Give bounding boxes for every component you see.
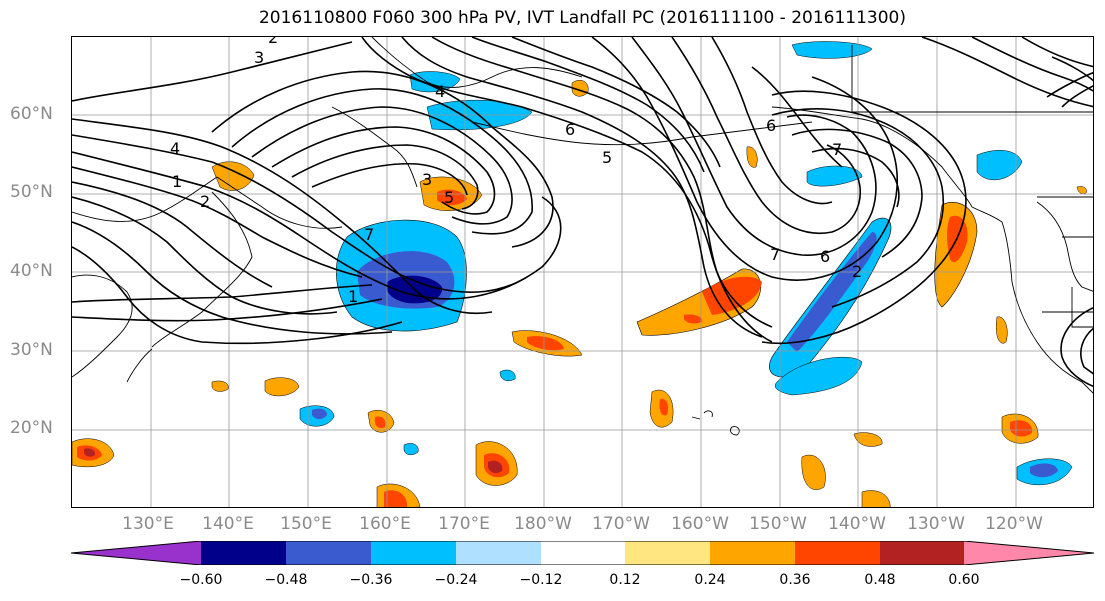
colorbar-segment <box>964 541 1094 565</box>
contour-label: 4 <box>170 139 180 158</box>
lon-label-130w: 130°W <box>907 514 965 534</box>
colorbar-segment <box>795 541 880 565</box>
contour-label: 7 <box>364 225 374 244</box>
lon-label-140e: 140°E <box>202 514 254 534</box>
colorbar-segment <box>710 541 795 565</box>
contour-label: 3 <box>254 48 264 67</box>
contour-label: 6 <box>820 247 830 266</box>
lon-label-130e: 130°E <box>122 514 174 534</box>
contour-label: 6 <box>766 116 776 135</box>
contour-label: 7 <box>770 245 780 264</box>
colorbar-segment <box>371 541 456 565</box>
lat-label-40n: 40°N <box>10 261 53 281</box>
colorbar-tick: −0.24 <box>434 572 478 588</box>
lon-label-180w: 180°W <box>514 514 572 534</box>
contour-label: 3 <box>422 170 432 189</box>
map-svg: 3 2 4 5 7 1 6 6 7 6 7 2 1 2 3 4 5 <box>72 37 1093 507</box>
lat-label-30n: 30°N <box>10 340 53 360</box>
pv-contours <box>72 37 1093 388</box>
contour-label: 2 <box>852 262 862 281</box>
colorbar-segment <box>625 541 710 565</box>
contour-label: 4 <box>435 82 445 101</box>
colorbar-svg <box>70 540 1095 566</box>
colorbar-tick: −0.36 <box>349 572 393 588</box>
lon-label-160w: 160°W <box>671 514 729 534</box>
colorbar-segment <box>201 541 286 565</box>
map-title: 2016110800 F060 300 hPa PV, IVT Landfall… <box>258 8 906 28</box>
colorbar <box>70 540 1095 569</box>
colorbar-tick: −0.48 <box>264 572 308 588</box>
colorbar-segment <box>541 541 625 565</box>
lon-label-140w: 140°W <box>828 514 886 534</box>
colorbar-segment <box>880 541 964 565</box>
lat-label-20n: 20°N <box>10 418 53 438</box>
colorbar-tick: 0.36 <box>779 572 811 588</box>
lon-label-150w: 150°W <box>749 514 807 534</box>
lon-label-170e: 170°E <box>438 514 490 534</box>
lon-label-170w: 170°W <box>592 514 650 534</box>
contour-label: 2 <box>268 37 278 47</box>
contour-label: 2 <box>200 192 210 211</box>
lon-label-120w: 120°W <box>985 514 1043 534</box>
contour-label: 5 <box>602 148 612 167</box>
ivt-shading <box>72 41 1087 507</box>
colorbar-tick: 0.60 <box>948 572 980 588</box>
colorbar-segment <box>71 541 201 565</box>
lat-label-60n: 60°N <box>10 104 53 124</box>
colorbar-tick: 0.24 <box>694 572 726 588</box>
colorbar-tick: −0.12 <box>519 572 563 588</box>
map-panel: 3 2 4 5 7 1 6 6 7 6 7 2 1 2 3 4 5 <box>71 36 1094 508</box>
colorbar-tick: 0.48 <box>864 572 896 588</box>
contour-label: 6 <box>565 120 575 139</box>
contour-label: 7 <box>832 140 842 159</box>
contour-label: 1 <box>172 172 182 191</box>
colorbar-tick: 0.12 <box>609 572 641 588</box>
colorbar-tick: −0.60 <box>179 572 223 588</box>
lon-label-150e: 150°E <box>280 514 332 534</box>
contour-label: 1 <box>348 287 358 306</box>
lon-label-160e: 160°E <box>359 514 411 534</box>
colorbar-segment <box>286 541 371 565</box>
colorbar-segment <box>456 541 541 565</box>
contour-label: 5 <box>444 188 454 207</box>
lat-label-50n: 50°N <box>10 182 53 202</box>
